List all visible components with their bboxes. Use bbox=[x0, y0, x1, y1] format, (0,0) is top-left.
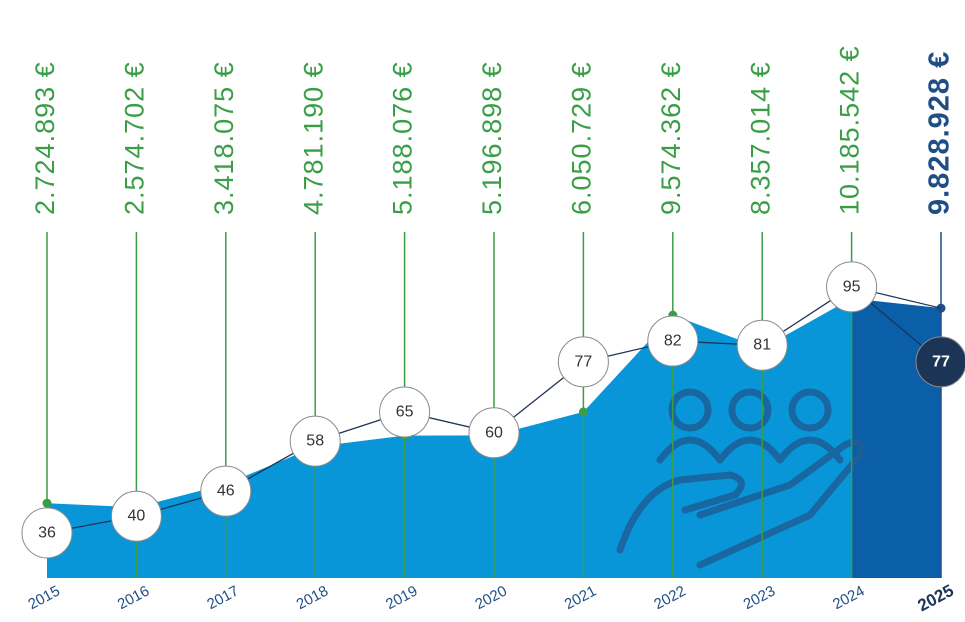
count-label: 77 bbox=[575, 353, 593, 370]
x-tick-label: 2025 bbox=[915, 581, 957, 616]
people-hand-icon bbox=[616, 388, 865, 569]
x-tick-label: 2022 bbox=[651, 583, 688, 614]
count-label: 36 bbox=[38, 524, 56, 541]
count-label: 95 bbox=[843, 278, 861, 295]
x-tick-label: 2019 bbox=[383, 583, 420, 614]
amount-label: 3.418.075 € bbox=[209, 61, 239, 215]
amount-label: 2.574.702 € bbox=[120, 61, 150, 215]
count-label: 82 bbox=[664, 333, 682, 350]
amount-label: 5.196.898 € bbox=[477, 61, 507, 215]
x-tick-label: 2016 bbox=[115, 583, 152, 614]
x-tick-label: 2018 bbox=[294, 583, 331, 614]
amount-label: 9.828.928 € bbox=[924, 51, 956, 215]
count-marker bbox=[736, 319, 788, 371]
count-marker bbox=[200, 465, 252, 517]
count-label: 65 bbox=[396, 403, 414, 420]
x-tick-label: 2017 bbox=[204, 583, 241, 614]
value-dot bbox=[42, 498, 52, 508]
count-label: 81 bbox=[753, 337, 771, 354]
amount-label: 10.185.542 € bbox=[835, 45, 865, 215]
count-marker bbox=[379, 386, 431, 438]
amount-label: 9.574.362 € bbox=[656, 61, 686, 215]
amount-label: 2.724.893 € bbox=[30, 61, 60, 215]
count-marker bbox=[21, 507, 73, 559]
x-tick-label: 2021 bbox=[562, 583, 599, 614]
count-marker bbox=[110, 490, 162, 542]
count-label: 77 bbox=[932, 353, 950, 370]
count-label: 58 bbox=[306, 433, 324, 450]
count-label: 40 bbox=[128, 508, 146, 525]
amount-label: 6.050.729 € bbox=[567, 61, 597, 215]
count-marker bbox=[826, 261, 878, 313]
count-marker bbox=[468, 407, 520, 459]
amount-label: 5.188.076 € bbox=[388, 61, 418, 215]
x-tick-label: 2015 bbox=[25, 583, 62, 614]
count-label: 46 bbox=[217, 483, 235, 500]
count-marker bbox=[289, 415, 341, 467]
x-tick-label: 2023 bbox=[741, 583, 778, 614]
value-dot bbox=[578, 407, 588, 417]
x-tick-label: 2024 bbox=[830, 583, 867, 614]
area bbox=[47, 298, 852, 578]
count-marker bbox=[915, 336, 965, 388]
count-marker bbox=[647, 315, 699, 367]
count-label: 60 bbox=[485, 424, 503, 441]
amount-label: 8.357.014 € bbox=[745, 61, 775, 215]
amount-label: 4.781.190 € bbox=[298, 61, 328, 215]
x-tick-label: 2020 bbox=[472, 583, 509, 614]
count-marker bbox=[557, 336, 609, 388]
